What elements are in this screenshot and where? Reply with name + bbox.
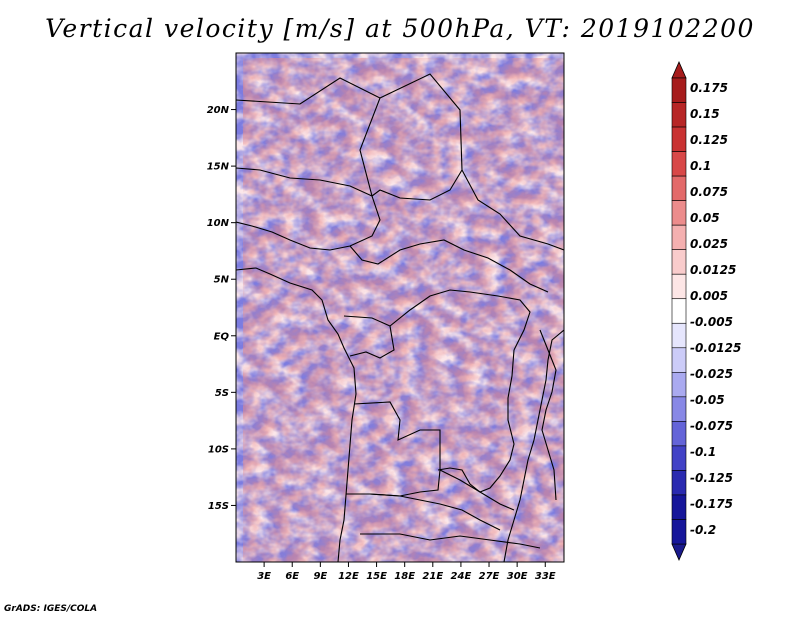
colorbar-label: -0.2 <box>690 523 716 537</box>
colorbar-swatch <box>671 494 687 520</box>
colorbar-label: 0.075 <box>690 185 728 199</box>
lat-tick-label: 15S <box>208 501 229 512</box>
border-drc-north <box>389 289 531 351</box>
colorbar-swatch <box>671 224 687 250</box>
colorbar-swatch <box>671 102 687 128</box>
colorbar-swatch <box>671 298 687 324</box>
lon-tick-label: 6E <box>285 571 299 582</box>
colorbar-label: -0.025 <box>690 367 733 381</box>
border-south <box>360 533 541 549</box>
colorbar-swatch <box>671 322 687 349</box>
lat-tick-label: 20N <box>207 105 230 116</box>
colorbar-label: -0.005 <box>690 315 733 329</box>
lon-tick-label: 12E <box>338 571 359 582</box>
colorbar-label: -0.175 <box>690 497 733 511</box>
colorbar-bottom-arrow <box>671 543 687 561</box>
border-east-lakes <box>539 329 557 501</box>
border-sahel <box>236 167 381 251</box>
lat-tick-label: EQ <box>214 331 230 342</box>
velocity-field <box>236 53 564 562</box>
colorbar-swatch <box>671 77 687 103</box>
colorbar-label: -0.0125 <box>690 341 741 355</box>
border-zambia <box>439 469 515 511</box>
border-sudan-ethiopia <box>461 169 564 251</box>
colorbar-swatch <box>671 372 687 398</box>
border-drc-east <box>437 349 515 493</box>
lon-tick-label: 21E <box>422 571 443 582</box>
lon-tick-label: 15E <box>366 571 387 582</box>
border-chad-car <box>349 239 549 293</box>
lat-tick-label: 10N <box>207 218 230 229</box>
border-libya-sudan <box>371 73 463 201</box>
lon-tick-label: 33E <box>535 571 556 582</box>
lat-tick-label: 5S <box>215 388 229 399</box>
credit-text: GrADS: IGES/COLA <box>4 604 98 614</box>
latitude-axis: 20N 15N 10N 5N EQ 5S 10S 15S <box>207 105 236 512</box>
field-texture-rise <box>243 58 564 562</box>
colorbar-label: -0.075 <box>690 419 733 433</box>
border-namibia <box>346 493 501 531</box>
colorbar: 0.175 0.15 0.125 0.1 0.075 0.05 0.025 0.0125 0.0… <box>671 61 741 561</box>
colorbar-swatch <box>671 519 687 545</box>
coastline-west <box>236 267 357 562</box>
border-north <box>236 77 381 197</box>
colorbar-label: 0.175 <box>690 81 728 95</box>
colorbar-swatch <box>671 126 687 152</box>
colorbar-swatch <box>671 347 687 373</box>
colorbar-top-arrow <box>671 61 687 79</box>
longitude-axis: 3E 6E 9E 12E 15E 18E 21E 24E 27E 30E 33E <box>257 562 556 582</box>
lat-tick-label: 15N <box>207 162 230 173</box>
colorbar-swatch <box>671 445 687 471</box>
coastline-east <box>503 329 564 562</box>
colorbar-swatch <box>671 396 687 422</box>
colorbar-label: 0.05 <box>690 211 720 225</box>
colorbar-label: 0.125 <box>690 133 728 147</box>
colorbar-swatch <box>671 175 687 201</box>
colorbar-swatch <box>671 249 687 275</box>
colorbar-label: 0.025 <box>690 237 728 251</box>
lat-tick-label: 5N <box>214 275 230 286</box>
map-frame <box>235 52 565 563</box>
colorbar-label: -0.125 <box>690 471 733 485</box>
lon-tick-label: 3E <box>257 571 271 582</box>
colorbar-label: 0.0125 <box>690 263 736 277</box>
colorbar-swatch <box>671 470 687 496</box>
colorbar-swatch <box>671 421 687 447</box>
colorbar-label: 0.005 <box>690 289 728 303</box>
lon-tick-label: 24E <box>451 571 472 582</box>
colorbar-label: -0.1 <box>690 445 716 459</box>
colorbar-label: -0.05 <box>690 393 725 407</box>
border-congo <box>343 315 395 359</box>
colorbar-swatch <box>671 273 687 300</box>
lon-tick-label: 9E <box>313 571 327 582</box>
colorbar-swatch <box>671 151 687 177</box>
lon-tick-label: 27E <box>479 571 500 582</box>
colorbar-swatch <box>671 200 687 226</box>
plot-title: Vertical velocity [m/s] at 500hPa, VT: 2… <box>45 14 755 43</box>
colorbar-label: 0.1 <box>690 159 711 173</box>
colorbar-label: 0.15 <box>690 107 720 121</box>
country-borders <box>236 73 564 562</box>
lon-tick-label: 30E <box>507 571 528 582</box>
lat-tick-label: 10S <box>208 444 229 455</box>
lon-tick-label: 18E <box>394 571 415 582</box>
